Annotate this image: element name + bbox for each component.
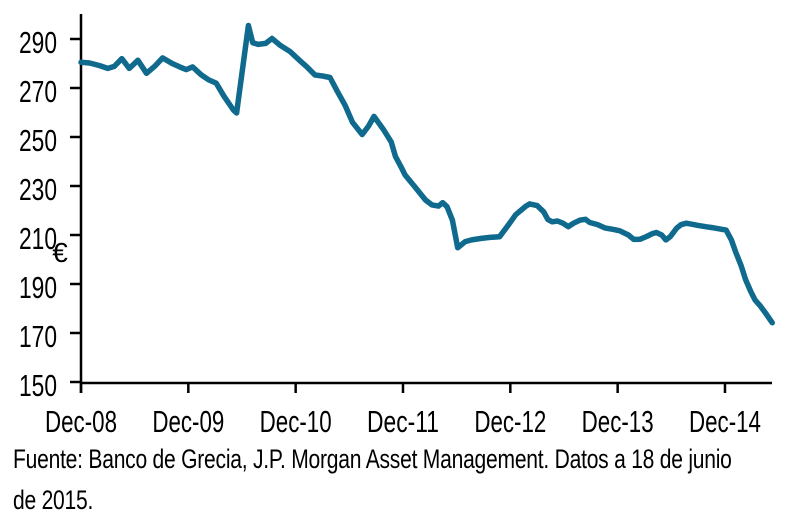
x-tick-label: Dec-09 xyxy=(152,404,224,439)
source-note-line-1: Fuente: Banco de Grecia, J.P. Morgan Ass… xyxy=(13,444,732,474)
y-tick-label: 190 xyxy=(19,270,57,305)
y-tick-label: 170 xyxy=(19,319,57,354)
y-tick-label: 150 xyxy=(19,368,57,403)
x-tick-label: Dec-08 xyxy=(45,404,117,439)
y-tick-label: 230 xyxy=(19,172,57,207)
x-tick-label: Dec-12 xyxy=(474,404,546,439)
data-line xyxy=(78,22,775,326)
x-tick-label: Dec-14 xyxy=(689,404,761,439)
y-tick-label: 210 xyxy=(19,221,57,256)
y-tick-label: 290 xyxy=(19,25,57,60)
source-note-line-2: de 2015. xyxy=(13,485,94,515)
x-tick-label: Dec-11 xyxy=(367,404,439,439)
y-tick-label: 270 xyxy=(19,74,57,109)
source-note: Fuente: Banco de Grecia, J.P. Morgan Ass… xyxy=(13,439,785,521)
euro-unit-label: € xyxy=(52,237,68,268)
y-tick-label: 250 xyxy=(19,123,57,158)
x-tick-label: Dec-10 xyxy=(260,404,332,439)
x-tick-label: Dec-13 xyxy=(582,404,654,439)
